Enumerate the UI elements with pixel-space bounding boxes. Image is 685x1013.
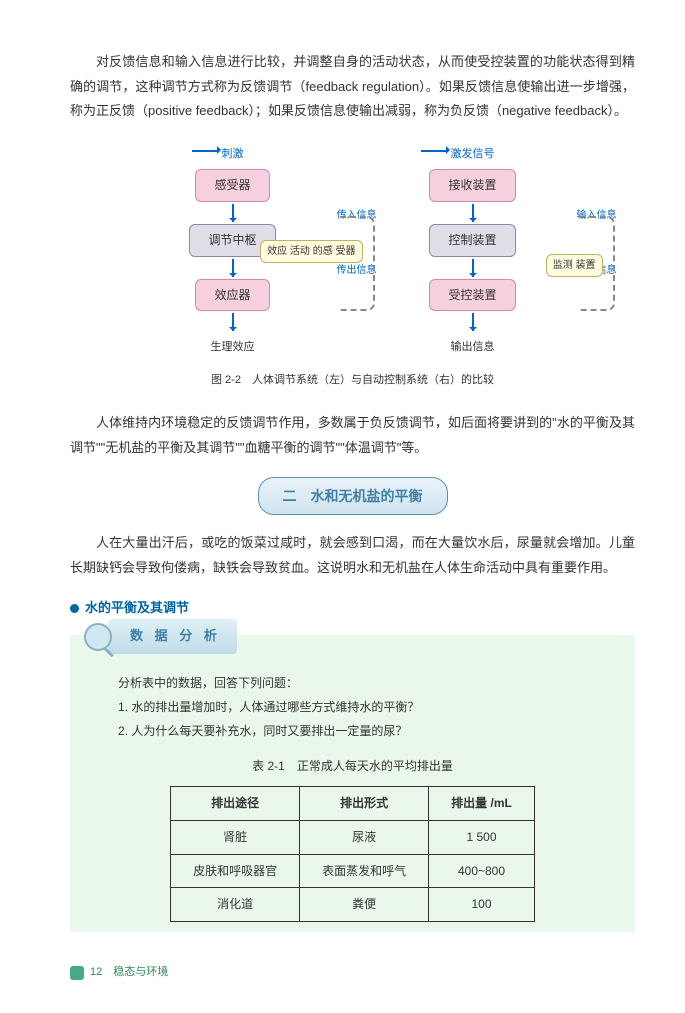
flow-right: 激发信号 接收装置 输入信息 控制装置 控制信息 受控装置 输出信息 监测 装置 — [383, 144, 563, 358]
table-caption: 表 2-1 正常成人每天水的平均排出量 — [100, 755, 605, 778]
th: 排出量 /mL — [429, 786, 535, 820]
flowchart-compare: 刺激 感受器 传入信息 调节中枢 传出信息 效应器 生理效应 效应 活动 的感 … — [70, 144, 635, 358]
stimulus-label: 刺激 — [222, 144, 244, 165]
feedback-line — [580, 216, 615, 311]
th: 排出途径 — [171, 786, 300, 820]
analysis-tag: 数 据 分 析 — [84, 619, 237, 654]
arrow-icon — [472, 313, 474, 331]
feedback-line — [340, 216, 375, 311]
table-row: 肾脏尿液1 500 — [171, 820, 535, 854]
flow-left: 刺激 感受器 传入信息 调节中枢 传出信息 效应器 生理效应 效应 活动 的感 … — [143, 144, 323, 358]
arrow-icon: 控制信息 — [472, 259, 474, 277]
arrow-icon: 输入信息 — [472, 204, 474, 222]
question-1: 1. 水的排出量增加时，人体通过哪些方式维持水的平衡？ — [118, 695, 605, 719]
receiver-box: 接收装置 — [429, 169, 515, 202]
signal-label: 激发信号 — [451, 144, 495, 165]
section-pill: 二 水和无机盐的平衡 — [258, 477, 448, 516]
analysis-box: 数 据 分 析 分析表中的数据，回答下列问题： 1. 水的排出量增加时，人体通过… — [70, 635, 635, 932]
arrow-icon — [232, 313, 234, 331]
page-footer: 12 稳态与环境 — [70, 962, 635, 983]
output-info-label: 输出信息 — [451, 337, 495, 358]
sub-heading: 水的平衡及其调节 — [70, 596, 635, 621]
question-intro: 分析表中的数据，回答下列问题： — [118, 671, 605, 695]
arrow-icon: 传出信息 — [232, 259, 234, 277]
output-label: 生理效应 — [211, 337, 255, 358]
th: 排出形式 — [300, 786, 429, 820]
section-title: 二 水和无机盐的平衡 — [70, 477, 635, 516]
arrow-icon: 传入信息 — [232, 204, 234, 222]
effector-box: 效应器 — [195, 279, 269, 312]
control-box: 控制装置 — [429, 224, 515, 257]
controlled-box: 受控装置 — [429, 279, 515, 312]
table-row: 皮肤和呼吸器官表面蒸发和呼气400~800 — [171, 854, 535, 888]
table-row: 消化道粪便100 — [171, 888, 535, 922]
tag-label: 数 据 分 析 — [108, 619, 237, 654]
question-list: 分析表中的数据，回答下列问题： 1. 水的排出量增加时，人体通过哪些方式维持水的… — [118, 671, 605, 743]
magnifier-icon — [84, 623, 112, 651]
figure-caption: 图 2-2 人体调节系统（左）与自动控制系统（右）的比较 — [70, 370, 635, 391]
water-table: 排出途径 排出形式 排出量 /mL 肾脏尿液1 500 皮肤和呼吸器官表面蒸发和… — [170, 786, 535, 922]
para-2: 人体维持内环境稳定的反馈调节作用，多数属于负反馈调节，如后面将要讲到的"水的平衡… — [70, 411, 635, 460]
receptor-box: 感受器 — [195, 169, 269, 202]
table-row: 排出途径 排出形式 排出量 /mL — [171, 786, 535, 820]
para-3: 人在大量出汗后，或吃的饭菜过咸时，就会感到口渴，而在大量饮水后，尿量就会增加。儿… — [70, 531, 635, 580]
question-2: 2. 人为什么每天要补充水，同时又要排出一定量的尿？ — [118, 719, 605, 743]
intro-para: 对反馈信息和输入信息进行比较，并调整自身的活动状态，从而使受控装置的功能状态得到… — [70, 50, 635, 124]
